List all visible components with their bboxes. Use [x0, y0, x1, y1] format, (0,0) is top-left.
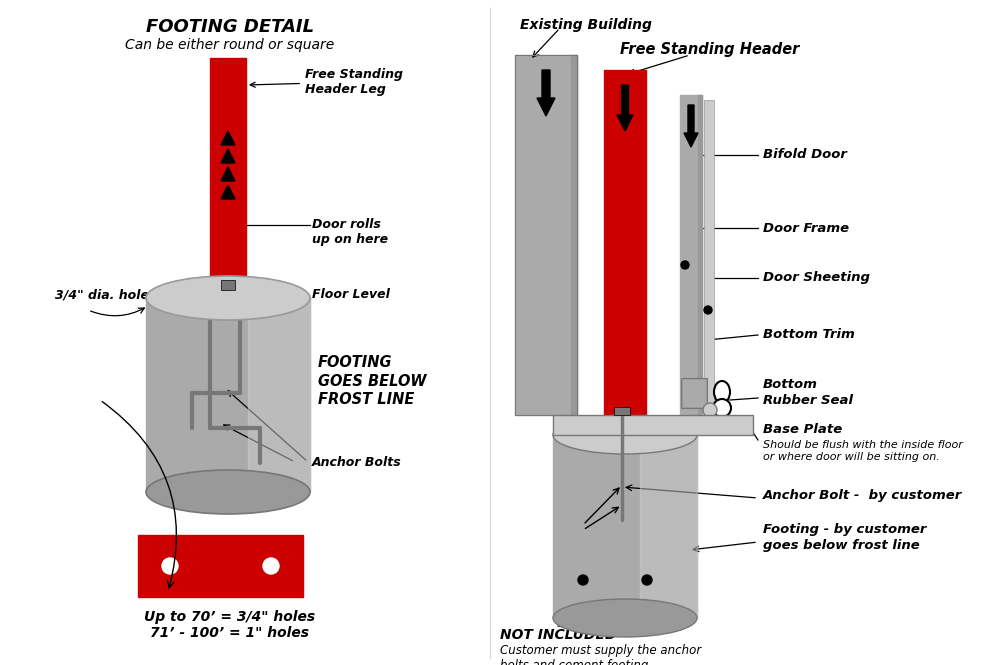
Circle shape	[162, 558, 178, 574]
Text: 71’ - 100’ = 1" holes: 71’ - 100’ = 1" holes	[150, 626, 310, 640]
Text: Existing Building: Existing Building	[520, 18, 651, 32]
Polygon shape	[221, 185, 235, 199]
Text: FOOTING
GOES BELOW
FROST LINE: FOOTING GOES BELOW FROST LINE	[318, 355, 427, 407]
FancyArrow shape	[537, 70, 555, 116]
Circle shape	[704, 306, 712, 314]
Text: Free Standing Header: Free Standing Header	[620, 42, 799, 57]
Polygon shape	[221, 131, 235, 145]
Bar	[146, 298, 310, 492]
Bar	[248, 298, 310, 492]
FancyArrow shape	[684, 105, 698, 147]
Text: FOOTING DETAIL: FOOTING DETAIL	[146, 18, 314, 36]
Text: Floor Level: Floor Level	[312, 289, 390, 301]
Text: Door Sheeting: Door Sheeting	[763, 271, 870, 285]
Polygon shape	[221, 149, 235, 163]
Bar	[698, 95, 702, 415]
Circle shape	[578, 575, 588, 585]
Text: Bottom
Rubber Seal: Bottom Rubber Seal	[763, 378, 853, 406]
Text: Should be flush with the inside floor
or where door will be sitting on.: Should be flush with the inside floor or…	[763, 440, 963, 462]
Ellipse shape	[146, 470, 310, 514]
Bar	[571, 55, 577, 415]
Bar	[138, 535, 303, 597]
Bar	[553, 435, 697, 618]
Bar	[515, 55, 577, 415]
Text: Free Standing
Header Leg: Free Standing Header Leg	[250, 68, 403, 96]
Ellipse shape	[553, 416, 697, 454]
Circle shape	[703, 403, 717, 417]
Text: Door Frame: Door Frame	[763, 221, 849, 235]
Bar	[680, 95, 702, 415]
Text: Bottom Trim: Bottom Trim	[763, 329, 854, 342]
Bar	[515, 55, 577, 415]
Text: Anchor Bolts: Anchor Bolts	[312, 456, 402, 469]
Bar	[614, 407, 630, 415]
Bar	[221, 280, 235, 290]
Bar	[604, 70, 646, 420]
Text: Can be either round or square: Can be either round or square	[126, 38, 335, 52]
Bar	[210, 58, 246, 298]
FancyArrow shape	[617, 85, 633, 131]
Circle shape	[642, 575, 652, 585]
Text: Door rolls
up on here: Door rolls up on here	[312, 218, 388, 246]
Text: Anchor Bolt -  by customer: Anchor Bolt - by customer	[763, 489, 962, 503]
Bar	[192, 290, 264, 306]
FancyArrowPatch shape	[102, 402, 176, 588]
Text: Bifold Door: Bifold Door	[763, 148, 846, 162]
Bar	[704, 100, 714, 415]
Text: Base Plate: Base Plate	[763, 423, 842, 436]
Bar	[553, 415, 753, 435]
Ellipse shape	[714, 381, 730, 403]
Ellipse shape	[146, 276, 310, 320]
Bar	[640, 435, 697, 618]
Text: Up to 70’ = 3/4" holes: Up to 70’ = 3/4" holes	[145, 610, 316, 624]
Polygon shape	[221, 167, 235, 181]
Bar	[683, 380, 705, 406]
Text: Customer must supply the anchor
bolts and cement footing: Customer must supply the anchor bolts an…	[500, 644, 701, 665]
Circle shape	[681, 261, 689, 269]
Text: NOT INCLUDED: NOT INCLUDED	[500, 628, 617, 642]
Ellipse shape	[553, 599, 697, 637]
Text: Footing - by customer
goes below frost line: Footing - by customer goes below frost l…	[763, 523, 927, 553]
Circle shape	[713, 399, 731, 417]
Bar	[681, 378, 707, 408]
Text: 3/4" dia. holes: 3/4" dia. holes	[55, 289, 156, 301]
Circle shape	[263, 558, 279, 574]
